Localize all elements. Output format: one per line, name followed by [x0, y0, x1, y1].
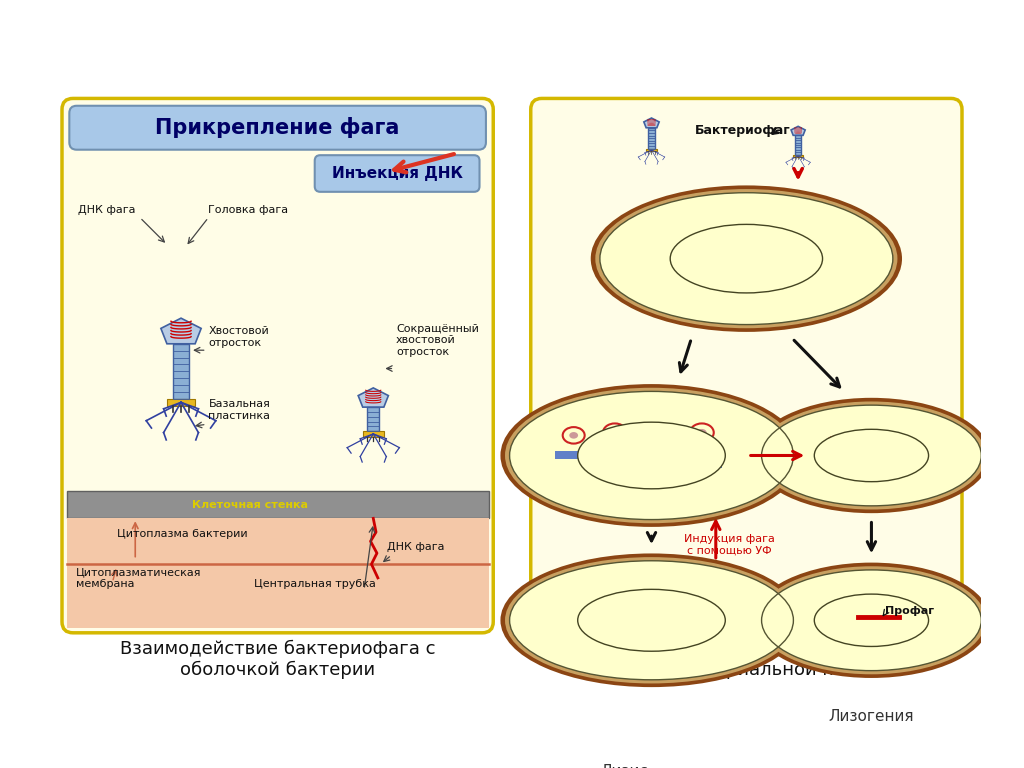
Text: Лизис: Лизис: [600, 764, 648, 768]
Ellipse shape: [501, 554, 803, 687]
Polygon shape: [644, 118, 659, 127]
Text: Бактериофаг: Бактериофаг: [694, 124, 791, 137]
Text: Цитоплазма бактерии: Цитоплазма бактерии: [117, 528, 248, 538]
FancyBboxPatch shape: [62, 98, 494, 633]
Polygon shape: [358, 388, 388, 407]
Ellipse shape: [814, 594, 929, 647]
Bar: [599, 715, 603, 730]
Ellipse shape: [757, 566, 986, 674]
Text: Клеточная стенка: Клеточная стенка: [193, 500, 308, 510]
Ellipse shape: [591, 185, 902, 332]
Text: ДНК фага: ДНК фага: [387, 542, 444, 552]
Bar: [67, 518, 488, 628]
Text: Хвостовой
отросток: Хвостовой отросток: [209, 326, 269, 348]
Text: Базальная
пластинка: Базальная пластинка: [209, 399, 270, 421]
Text: ДНК фага: ДНК фага: [79, 205, 136, 215]
FancyBboxPatch shape: [530, 98, 962, 633]
Ellipse shape: [757, 402, 986, 509]
Bar: [67, 491, 488, 518]
Bar: [646, 149, 656, 151]
Text: Этапы и исход взаимодействия
фагов с бактериальной клеткой: Этапы и исход взаимодействия фагов с бак…: [593, 640, 900, 679]
Polygon shape: [596, 707, 607, 715]
Bar: [367, 407, 380, 431]
Ellipse shape: [569, 432, 579, 439]
Ellipse shape: [814, 429, 929, 482]
Ellipse shape: [762, 570, 981, 670]
Bar: [689, 728, 696, 730]
Bar: [362, 431, 384, 437]
Ellipse shape: [597, 463, 605, 470]
Text: Профаг: Профаг: [885, 606, 934, 616]
FancyBboxPatch shape: [70, 106, 486, 150]
Bar: [173, 344, 189, 399]
Ellipse shape: [510, 392, 794, 520]
Ellipse shape: [578, 589, 725, 651]
Bar: [645, 720, 649, 735]
Ellipse shape: [670, 224, 822, 293]
Text: Взаимодействие бактериофага с
оболочкой бактерии: Взаимодействие бактериофага с оболочкой …: [120, 640, 435, 679]
Polygon shape: [641, 712, 652, 720]
Ellipse shape: [753, 563, 990, 678]
Ellipse shape: [505, 388, 798, 523]
FancyBboxPatch shape: [314, 155, 479, 192]
Ellipse shape: [697, 429, 707, 436]
Ellipse shape: [762, 406, 981, 506]
Bar: [648, 127, 654, 149]
Ellipse shape: [753, 398, 990, 513]
Ellipse shape: [674, 465, 684, 473]
Ellipse shape: [578, 422, 725, 488]
Text: Прикрепление фага: Прикрепление фага: [156, 118, 399, 138]
Ellipse shape: [600, 193, 893, 325]
Ellipse shape: [501, 384, 803, 527]
Text: Инъекция ДНК: Инъекция ДНК: [332, 166, 463, 181]
Ellipse shape: [510, 561, 794, 680]
Bar: [555, 451, 585, 459]
Polygon shape: [687, 706, 698, 713]
Text: Сокращённый
хвостовой
отросток: Сокращённый хвостовой отросток: [396, 323, 479, 357]
Polygon shape: [161, 318, 201, 344]
Bar: [597, 730, 605, 732]
Ellipse shape: [595, 189, 897, 328]
Bar: [643, 735, 651, 737]
Text: Лизогения: Лизогения: [828, 709, 914, 724]
Bar: [794, 154, 803, 157]
Bar: [692, 460, 722, 468]
Ellipse shape: [610, 429, 620, 436]
Bar: [690, 713, 695, 728]
Text: Головка фага: Головка фага: [209, 205, 289, 215]
Bar: [167, 399, 195, 406]
Ellipse shape: [660, 432, 670, 439]
Polygon shape: [792, 127, 805, 135]
Text: Цитоплазматическая
мембрана: Цитоплазматическая мембрана: [76, 568, 202, 589]
Text: Индукция фага
с помощью УФ: Индукция фага с помощью УФ: [684, 535, 774, 556]
Ellipse shape: [505, 557, 798, 684]
Text: Центральная трубка: Центральная трубка: [254, 579, 376, 589]
Bar: [796, 135, 801, 154]
